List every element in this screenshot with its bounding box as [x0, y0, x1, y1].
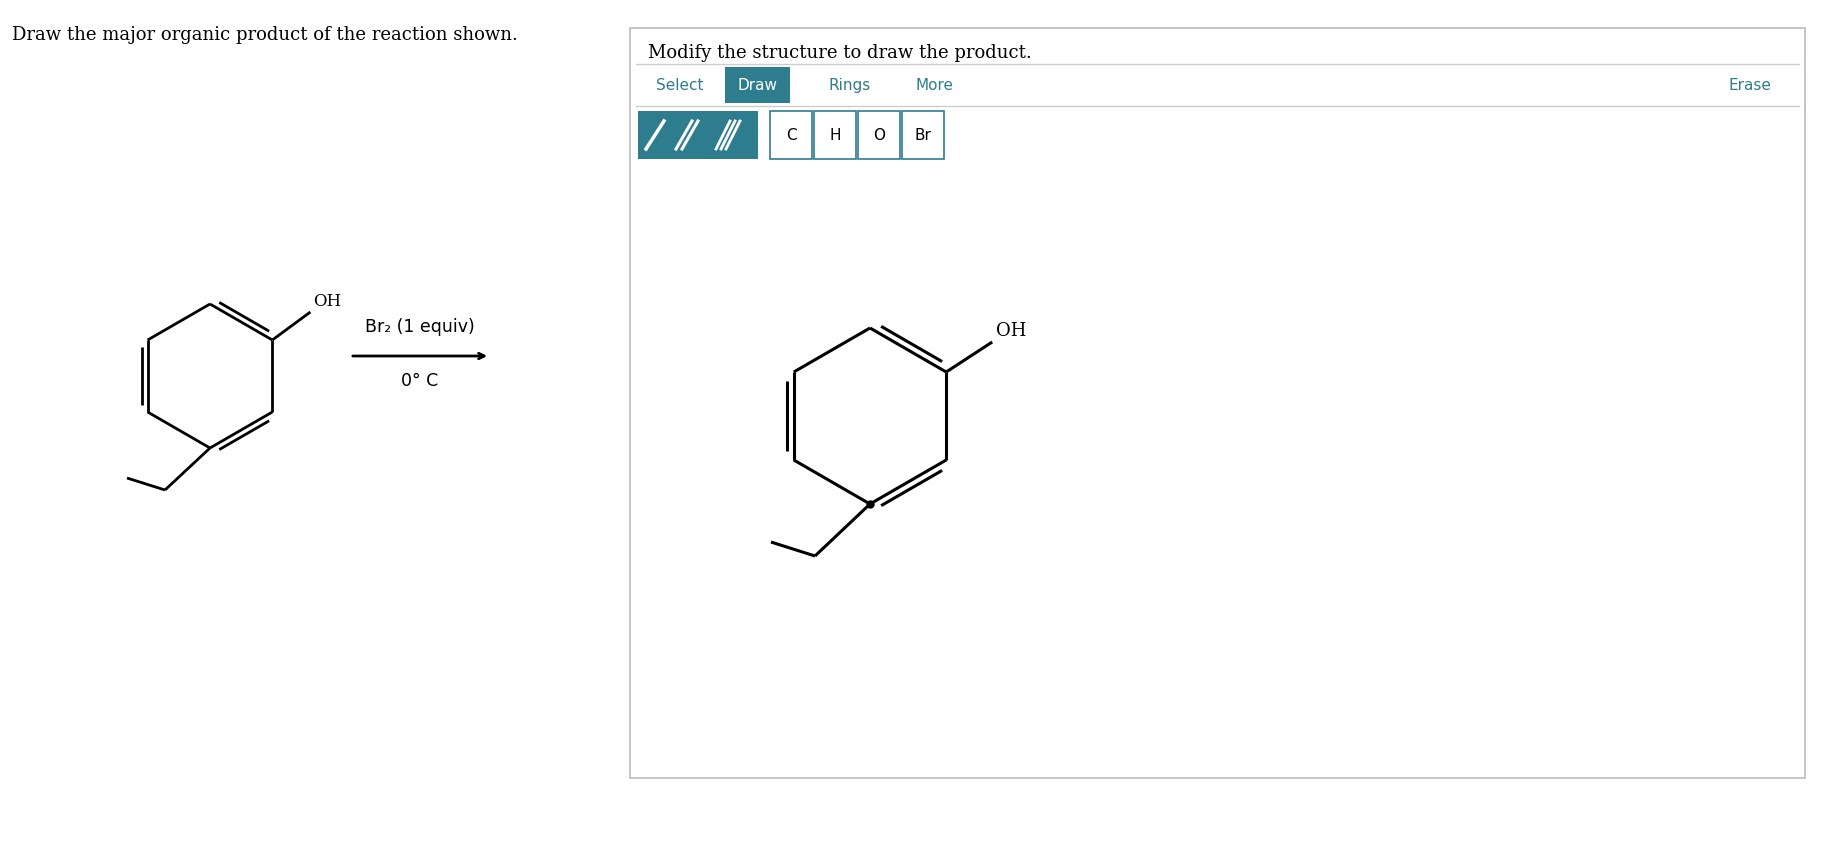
Text: Draw: Draw [737, 78, 778, 92]
Text: OH: OH [996, 322, 1027, 340]
Bar [638, 111, 757, 159]
Text: Select: Select [657, 78, 704, 92]
Text: H: H [829, 128, 840, 142]
Text: Draw the major organic product of the reaction shown.: Draw the major organic product of the re… [13, 26, 517, 44]
Text: Erase: Erase [1729, 78, 1772, 92]
Text: More: More [915, 78, 954, 92]
Text: Modify the structure to draw the product.: Modify the structure to draw the product… [647, 44, 1033, 62]
Text: O: O [873, 128, 886, 142]
Text: 0° C: 0° C [402, 372, 438, 390]
Bar [724, 67, 790, 103]
Text: OH: OH [314, 293, 341, 310]
Bar [902, 111, 945, 159]
Text: Br₂ (1 equiv): Br₂ (1 equiv) [365, 318, 475, 336]
Text: Br: Br [915, 128, 932, 142]
Bar [770, 111, 812, 159]
Bar [814, 111, 856, 159]
Bar [631, 28, 1805, 778]
Text: Rings: Rings [829, 78, 871, 92]
Bar [858, 111, 900, 159]
Text: C: C [785, 128, 796, 142]
